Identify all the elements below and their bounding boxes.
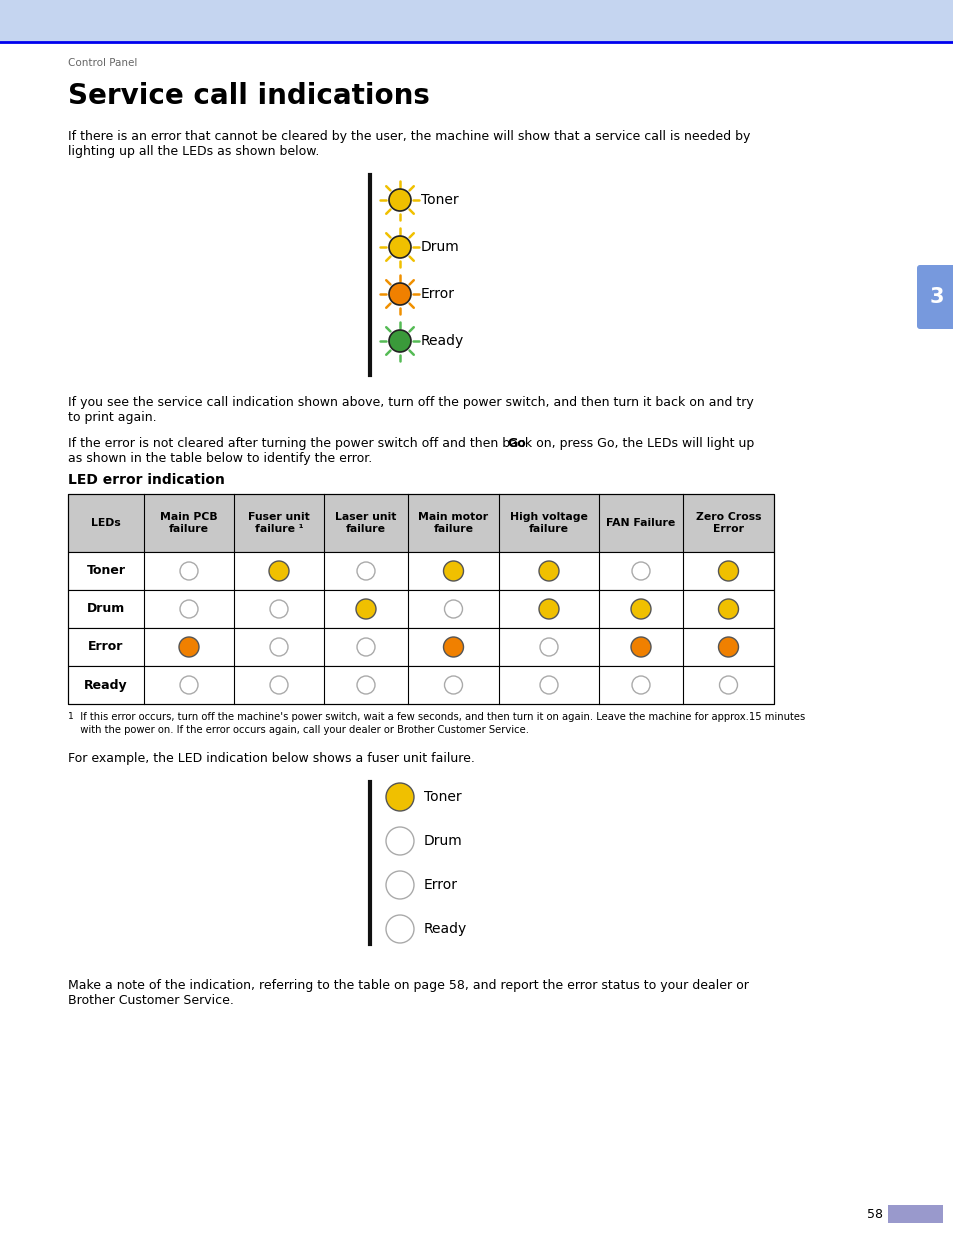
Text: Laser unit
failure: Laser unit failure	[335, 511, 396, 535]
Circle shape	[718, 599, 738, 619]
Text: lighting up all the LEDs as shown below.: lighting up all the LEDs as shown below.	[68, 144, 319, 158]
Text: LEDs: LEDs	[91, 517, 121, 529]
Circle shape	[389, 283, 411, 305]
Circle shape	[270, 676, 288, 694]
Text: Service call indications: Service call indications	[68, 82, 430, 110]
Text: Error: Error	[420, 287, 455, 301]
Bar	[68, 629, 773, 666]
Text: Go: Go	[507, 437, 525, 450]
Text: to print again.: to print again.	[68, 411, 156, 424]
Circle shape	[356, 638, 375, 656]
Text: Main motor
failure: Main motor failure	[418, 511, 488, 535]
Text: 3: 3	[929, 287, 943, 308]
Circle shape	[386, 915, 414, 944]
Circle shape	[270, 638, 288, 656]
Circle shape	[444, 676, 462, 694]
Text: 1: 1	[68, 713, 73, 721]
Bar	[0, 0, 953, 42]
Circle shape	[386, 827, 414, 855]
Circle shape	[630, 599, 650, 619]
Circle shape	[539, 638, 558, 656]
Circle shape	[538, 561, 558, 580]
Circle shape	[355, 599, 375, 619]
Circle shape	[631, 676, 649, 694]
Text: Control Panel: Control Panel	[68, 58, 137, 68]
Circle shape	[630, 637, 650, 657]
Text: as shown in the table below to identify the error.: as shown in the table below to identify …	[68, 452, 372, 466]
Circle shape	[539, 676, 558, 694]
Text: Error: Error	[89, 641, 124, 653]
Text: Ready: Ready	[423, 923, 467, 936]
Circle shape	[444, 600, 462, 618]
Bar	[68, 590, 773, 629]
Circle shape	[180, 562, 198, 580]
Text: Ready: Ready	[420, 333, 464, 348]
Text: Drum: Drum	[423, 834, 462, 848]
Circle shape	[386, 783, 414, 811]
Text: FAN Failure: FAN Failure	[606, 517, 675, 529]
Circle shape	[180, 676, 198, 694]
Text: If this error occurs, turn off the machine's power switch, wait a few seconds, a: If this error occurs, turn off the machi…	[74, 713, 804, 722]
Circle shape	[718, 637, 738, 657]
Bar	[68, 494, 773, 552]
Circle shape	[179, 637, 199, 657]
Text: LED error indication: LED error indication	[68, 473, 225, 487]
Text: If the error is not cleared after turning the power switch off and then back on,: If the error is not cleared after turnin…	[68, 437, 754, 450]
Circle shape	[389, 189, 411, 211]
Text: Ready: Ready	[84, 678, 128, 692]
Text: If there is an error that cannot be cleared by the user, the machine will show t: If there is an error that cannot be clea…	[68, 130, 750, 143]
Text: If you see the service call indication shown above, turn off the power switch, a: If you see the service call indication s…	[68, 396, 753, 409]
Text: For example, the LED indication below shows a fuser unit failure.: For example, the LED indication below sh…	[68, 752, 475, 764]
Circle shape	[356, 676, 375, 694]
Circle shape	[269, 561, 289, 580]
Circle shape	[718, 561, 738, 580]
Text: High voltage
failure: High voltage failure	[510, 511, 587, 535]
Bar	[68, 552, 773, 590]
Circle shape	[386, 871, 414, 899]
Circle shape	[270, 600, 288, 618]
Text: 58: 58	[866, 1208, 882, 1220]
Text: Make a note of the indication, referring to the table on page 58, and report the: Make a note of the indication, referring…	[68, 979, 748, 992]
Text: with the power on. If the error occurs again, call your dealer or Brother Custom: with the power on. If the error occurs a…	[74, 725, 529, 735]
Text: Zero Cross
Error: Zero Cross Error	[695, 511, 760, 535]
FancyBboxPatch shape	[916, 266, 953, 329]
Circle shape	[356, 562, 375, 580]
Circle shape	[389, 236, 411, 258]
Circle shape	[538, 599, 558, 619]
Circle shape	[719, 676, 737, 694]
Text: Error: Error	[423, 878, 457, 892]
Text: Main PCB
failure: Main PCB failure	[160, 511, 217, 535]
Bar	[887, 1205, 942, 1223]
Text: Toner: Toner	[423, 790, 461, 804]
Text: Fuser unit
failure ¹: Fuser unit failure ¹	[248, 511, 310, 535]
Bar	[68, 666, 773, 704]
Circle shape	[443, 637, 463, 657]
Circle shape	[443, 561, 463, 580]
Text: Drum: Drum	[87, 603, 125, 615]
Text: Drum: Drum	[420, 240, 459, 254]
Circle shape	[389, 330, 411, 352]
Text: Toner: Toner	[420, 193, 458, 207]
Text: Brother Customer Service.: Brother Customer Service.	[68, 994, 233, 1007]
Text: Toner: Toner	[87, 564, 126, 578]
Circle shape	[180, 600, 198, 618]
Bar	[68, 494, 773, 704]
Circle shape	[631, 562, 649, 580]
